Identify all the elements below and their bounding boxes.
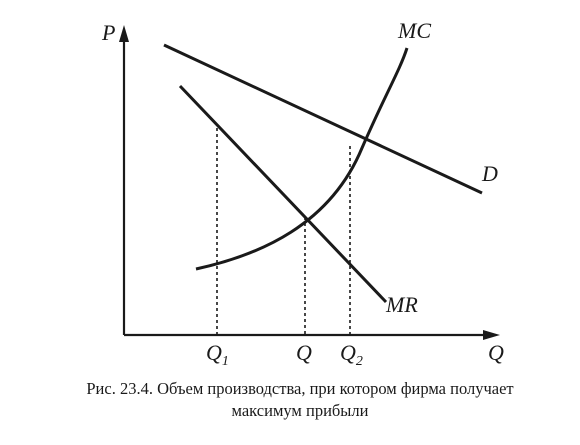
marginal-revenue-curve [178,84,388,304]
y-axis-label: P [101,20,115,45]
economics-diagram: P Q MC D MR Q1 Q Q2 [101,18,504,369]
q2-label-base: Q [340,340,356,365]
caption-line-2: максимум прибыли [231,401,369,420]
y-axis-arrow [119,25,129,42]
q2-label: Q2 [340,340,363,369]
q1-label-subscript: 1 [222,354,229,369]
demand-curve [163,43,483,195]
mc-label: MC [397,18,431,43]
q1-label-base: Q [206,340,222,365]
q2-label-subscript: 2 [356,354,363,369]
x-axis-arrow [483,330,500,340]
caption-line-1: Рис. 23.4. Объем производства, при котор… [86,379,514,398]
q1-label: Q1 [206,340,229,369]
mr-label: MR [385,292,418,317]
x-axis-label: Q [488,340,504,365]
marginal-cost-curve [195,47,409,271]
demand-label: D [481,161,498,186]
q-label: Q [296,340,312,365]
figure-caption: Рис. 23.4. Объем производства, при котор… [20,378,580,422]
